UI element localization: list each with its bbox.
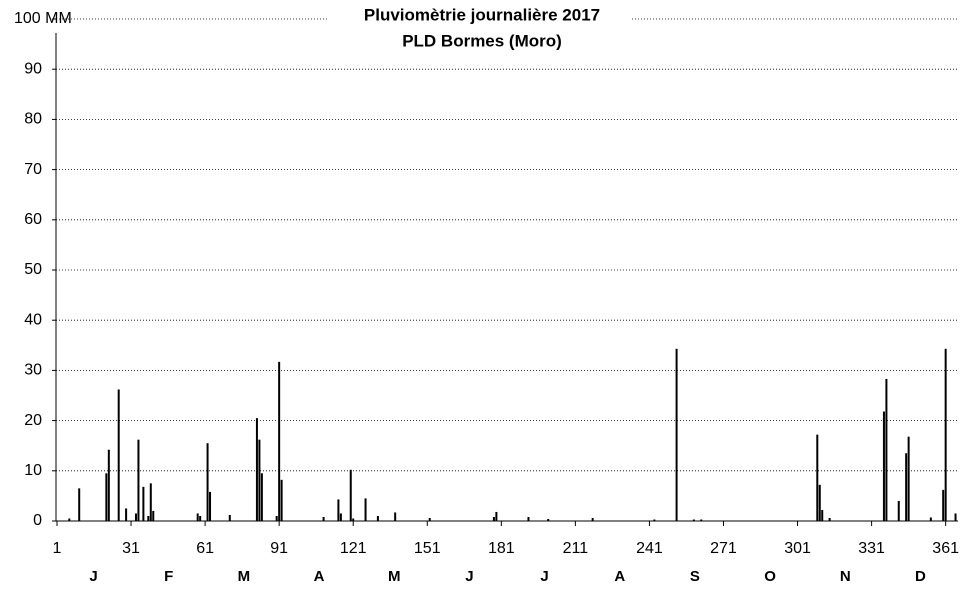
bar xyxy=(349,469,352,521)
x-tick-label: 271 xyxy=(710,540,737,557)
bar xyxy=(275,515,278,521)
bar xyxy=(260,473,263,521)
bar xyxy=(897,500,900,521)
x-tick-label: 181 xyxy=(488,540,515,557)
bar xyxy=(125,508,128,521)
y-tick-label: 20 xyxy=(24,412,42,429)
bar xyxy=(907,436,910,521)
title-box xyxy=(328,4,632,54)
bar xyxy=(394,512,397,521)
bar xyxy=(209,491,212,521)
chart-title: Pluviomètrie journalière 2017 xyxy=(364,5,600,24)
bar xyxy=(828,517,831,521)
bar xyxy=(653,519,656,521)
bar xyxy=(68,518,71,521)
bar xyxy=(134,513,137,521)
bar xyxy=(258,439,261,521)
bar xyxy=(821,509,824,521)
bar xyxy=(882,411,885,521)
x-tick-label: 211 xyxy=(563,540,589,557)
y-tick-label: 0 xyxy=(33,512,42,529)
x-tick-label: 121 xyxy=(340,540,367,557)
bar xyxy=(196,513,199,521)
bar xyxy=(527,516,530,521)
month-label: O xyxy=(764,568,776,585)
month-label: J xyxy=(465,568,473,585)
bar xyxy=(929,517,932,521)
y-tick-label: 60 xyxy=(24,211,42,228)
bar xyxy=(675,348,678,521)
bar xyxy=(905,453,908,521)
bar xyxy=(280,479,283,521)
bar xyxy=(495,511,498,521)
bar xyxy=(107,449,110,521)
y-tick-label: 40 xyxy=(24,311,42,328)
bar xyxy=(137,439,140,521)
y-tick-label: 30 xyxy=(24,362,42,379)
bar xyxy=(376,515,379,521)
bar xyxy=(199,515,202,521)
month-label: M xyxy=(238,568,251,585)
y-tick-label: 50 xyxy=(24,261,42,278)
month-label: A xyxy=(614,568,625,585)
bar xyxy=(117,389,120,521)
bar xyxy=(954,513,957,521)
bar xyxy=(428,517,431,521)
y-tick-label: 80 xyxy=(24,111,42,128)
month-label: J xyxy=(89,568,97,585)
y-tick-label: 10 xyxy=(24,462,42,479)
bar xyxy=(816,434,819,521)
bar xyxy=(885,378,888,521)
bar xyxy=(278,361,281,521)
bar xyxy=(147,515,150,521)
bar xyxy=(142,486,145,521)
bar xyxy=(591,517,594,521)
bar xyxy=(692,519,695,521)
chart-subtitle: PLD Bormes (Moro) xyxy=(402,31,562,50)
y-tick-label: 100 MM xyxy=(14,10,72,27)
bar xyxy=(818,484,821,521)
x-tick-label: 91 xyxy=(270,540,288,557)
x-tick-label: 361 xyxy=(932,540,959,557)
x-tick-label: 61 xyxy=(196,540,214,557)
month-label: D xyxy=(915,568,926,585)
bar xyxy=(337,499,340,521)
bar xyxy=(364,498,367,521)
bar xyxy=(228,514,231,521)
y-tick-label: 70 xyxy=(24,161,42,178)
bar xyxy=(322,516,325,521)
grid xyxy=(52,18,958,526)
bar xyxy=(152,510,155,521)
bar xyxy=(547,518,550,521)
x-tick-label: 1 xyxy=(53,540,62,557)
bar xyxy=(206,443,209,521)
month-label: N xyxy=(840,568,851,585)
bar xyxy=(255,418,258,521)
x-tick-label: 331 xyxy=(858,540,885,557)
bar xyxy=(339,513,342,521)
bar xyxy=(700,519,703,521)
y-tick-label: 90 xyxy=(24,60,42,77)
x-tick-label: 151 xyxy=(414,540,441,557)
bar xyxy=(492,516,495,521)
bar xyxy=(105,473,108,521)
bar xyxy=(352,518,355,521)
month-label: M xyxy=(388,568,401,585)
month-label: A xyxy=(314,568,325,585)
month-label: F xyxy=(164,568,173,585)
x-tick-label: 301 xyxy=(784,540,811,557)
month-label: J xyxy=(540,568,548,585)
bar xyxy=(942,489,945,521)
bar xyxy=(149,483,152,521)
bar xyxy=(78,488,81,521)
month-label: S xyxy=(690,568,700,585)
bar xyxy=(944,348,947,521)
x-tick-label: 31 xyxy=(122,540,140,557)
x-tick-label: 241 xyxy=(636,540,663,557)
